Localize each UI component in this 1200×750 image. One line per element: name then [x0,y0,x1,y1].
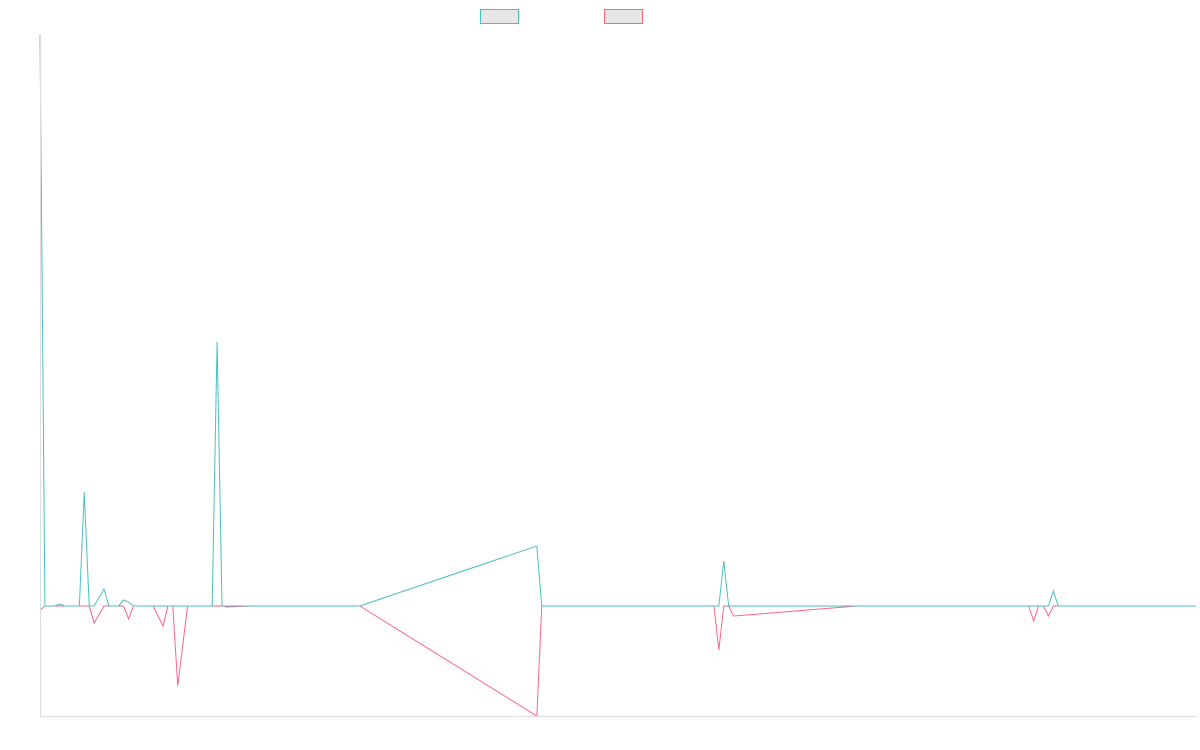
legend [0,9,1200,27]
legend-item-series-a[interactable] [480,9,525,24]
legend-swatch-series-a [480,9,519,24]
series-layer [39,34,1196,717]
legend-item-series-b[interactable] [604,9,649,24]
series-b-line[interactable] [39,605,1196,717]
series-a-line[interactable] [39,34,1196,607]
legend-swatch-series-b [604,9,643,24]
